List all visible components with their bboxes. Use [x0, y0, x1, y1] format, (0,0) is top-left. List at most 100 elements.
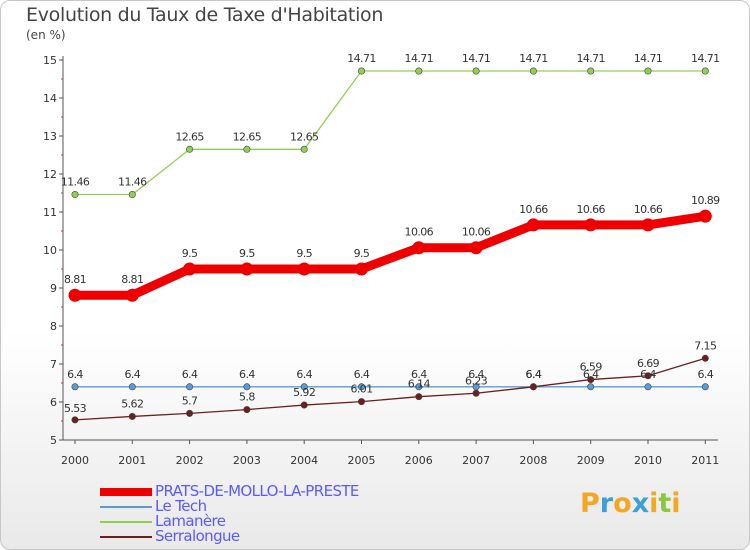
data-point-prats-de-mollo-la-preste	[240, 262, 254, 276]
x-tick-label: 2007	[462, 454, 490, 467]
logo-letter: o	[613, 488, 632, 519]
data-label-prats-de-mollo-la-preste: 9.5	[182, 247, 198, 260]
x-tick-label: 2000	[61, 454, 89, 467]
logo-letter: r	[599, 488, 614, 519]
legend-swatch	[100, 536, 152, 538]
y-tick-label: 6	[50, 396, 57, 409]
series-line-serralongue	[74, 357, 706, 421]
data-label-prats-de-mollo-la-preste: 9.5	[354, 247, 370, 260]
data-point-serralongue	[243, 406, 251, 414]
data-label-serralongue: 6.01	[350, 383, 372, 396]
logo-letter: i	[649, 488, 659, 519]
data-label-prats-de-mollo-la-preste: 10.66	[576, 203, 605, 216]
data-label-le-tech: 6.4	[296, 368, 312, 381]
data-label-serralongue: 5.62	[121, 397, 143, 410]
data-point-prats-de-mollo-la-preste	[698, 209, 712, 223]
legend-label: PRATS-DE-MOLLO-LA-PRESTE	[155, 482, 359, 500]
data-point-le-tech	[644, 383, 652, 391]
data-point-laman-re	[701, 67, 709, 75]
axes: 5 6 7 8 9 10 11 12 13 14 15 2000 2001 2002 2003 2004 200…	[43, 54, 719, 467]
data-label-prats-de-mollo-la-preste: 10.66	[634, 203, 663, 216]
data-point-le-tech	[701, 383, 709, 391]
data-label-laman-re: 11.46	[118, 176, 147, 189]
legend-item-le-tech: Le Tech	[100, 499, 400, 514]
data-label-le-tech: 6.4	[354, 368, 370, 381]
logo-letter: x	[631, 488, 650, 519]
legend-label: Serralongue	[155, 527, 240, 545]
x-tick-label: 2009	[577, 454, 605, 467]
data-label-prats-de-mollo-la-preste: 8.81	[121, 273, 143, 286]
x-tick-label: 2001	[118, 454, 146, 467]
data-point-serralongue	[186, 409, 194, 417]
data-point-laman-re	[243, 145, 251, 153]
legend-item-prats-de-mollo-la-preste: PRATS-DE-MOLLO-LA-PRESTE	[100, 484, 400, 499]
data-point-prats-de-mollo-la-preste	[355, 262, 368, 276]
data-point-laman-re	[186, 145, 194, 153]
data-label-serralongue: 6.23	[465, 374, 488, 387]
data-point-prats-de-mollo-la-preste	[584, 218, 598, 232]
data-label-prats-de-mollo-la-preste: 8.81	[64, 273, 86, 286]
y-tick-label: 13	[43, 130, 57, 143]
data-label-laman-re: 14.71	[576, 52, 605, 65]
series-line-prats-de-mollo-la-preste	[70, 211, 710, 300]
data-label-laman-re: 12.65	[290, 130, 319, 143]
logo-letter: P	[580, 488, 600, 519]
data-point-laman-re	[472, 67, 480, 75]
legend-swatch	[100, 488, 152, 496]
data-label-prats-de-mollo-la-preste: 9.5	[239, 247, 255, 260]
data-label-laman-re: 14.71	[347, 52, 376, 65]
data-label-serralongue: 6.4	[526, 368, 542, 381]
x-tick-label: 2006	[405, 454, 433, 467]
data-point-le-tech	[300, 383, 308, 391]
y-tick-label: 8	[50, 320, 57, 333]
data-point-prats-de-mollo-la-preste	[641, 218, 655, 232]
x-tick-label: 2005	[348, 454, 376, 467]
y-tick-label: 10	[43, 244, 57, 257]
data-point-laman-re	[529, 67, 537, 75]
data-point-prats-de-mollo-la-preste	[526, 218, 540, 232]
y-axis-unit: (en %)	[26, 28, 66, 42]
data-label-serralongue: 5.8	[239, 391, 255, 404]
data-point-prats-de-mollo-la-preste	[469, 241, 483, 255]
series-layer	[68, 67, 712, 424]
data-point-laman-re	[128, 191, 136, 199]
data-label-serralongue: 5.92	[293, 386, 315, 399]
legend: PRATS-DE-MOLLO-LA-PRESTE Le Tech Lamanère S…	[100, 484, 400, 544]
legend-swatch	[100, 506, 152, 508]
data-label-serralongue: 6.59	[580, 361, 603, 374]
data-label-laman-re: 14.71	[519, 52, 548, 65]
data-point-serralongue	[587, 376, 595, 384]
data-point-serralongue	[472, 389, 480, 397]
data-label-serralongue: 5.7	[182, 394, 198, 407]
data-label-prats-de-mollo-la-preste: 10.66	[519, 203, 548, 216]
data-label-laman-re: 12.65	[175, 130, 204, 143]
data-label-laman-re: 14.71	[462, 52, 491, 65]
y-tick-label: 15	[43, 54, 57, 67]
data-point-le-tech	[71, 383, 79, 391]
y-tick-label: 7	[50, 358, 57, 371]
data-point-le-tech	[243, 383, 251, 391]
data-label-le-tech: 6.4	[239, 368, 255, 381]
x-tick-label: 2010	[634, 454, 662, 467]
data-label-serralongue: 5.53	[64, 402, 87, 415]
data-point-laman-re	[415, 67, 423, 75]
data-point-le-tech	[128, 383, 136, 391]
data-label-laman-re: 11.46	[61, 176, 90, 189]
data-label-serralongue: 6.14	[408, 378, 431, 391]
data-label-le-tech: 6.4	[468, 368, 484, 381]
data-label-serralongue: 7.15	[694, 339, 717, 352]
y-tick-label: 5	[50, 434, 57, 447]
data-point-le-tech	[415, 383, 423, 391]
x-tick-label: 2011	[691, 454, 719, 467]
data-point-le-tech	[587, 383, 595, 391]
data-point-serralongue	[644, 372, 652, 380]
data-point-prats-de-mollo-la-preste	[183, 262, 197, 276]
data-point-serralongue	[300, 401, 308, 409]
data-point-laman-re	[71, 191, 79, 199]
legend-swatch	[100, 521, 152, 523]
data-point-serralongue	[128, 412, 136, 420]
data-point-prats-de-mollo-la-preste	[68, 288, 82, 302]
x-tick-label: 2002	[176, 454, 204, 467]
